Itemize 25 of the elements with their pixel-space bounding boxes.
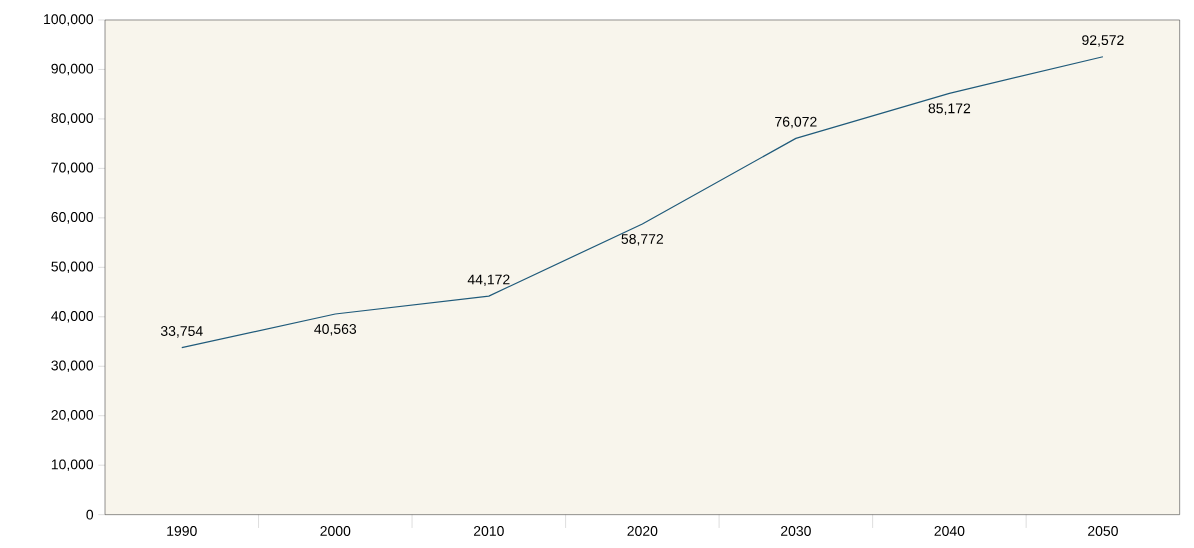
x-tick-label: 2050 xyxy=(1088,526,1118,536)
data-label: 92,572 xyxy=(1082,35,1124,47)
x-tick-label: 2040 xyxy=(934,526,965,536)
data-label: 76,072 xyxy=(775,116,817,129)
y-tick-label: 10,000 xyxy=(51,459,94,471)
data-label: 40,563 xyxy=(314,324,357,336)
y-tick-label: 90,000 xyxy=(51,63,94,76)
x-tick-label: 2000 xyxy=(320,526,351,536)
y-tick-label: 50,000 xyxy=(51,261,94,274)
y-tick-label: 30,000 xyxy=(51,360,94,373)
y-tick-label: 100,000 xyxy=(44,14,94,26)
x-tick-label: 2020 xyxy=(627,526,658,536)
data-label: 85,172 xyxy=(928,103,971,115)
x-tick-label: 2010 xyxy=(473,526,504,536)
y-tick-label: 80,000 xyxy=(51,113,94,125)
y-tick-label: 70,000 xyxy=(51,162,94,175)
x-tick-label: 2030 xyxy=(781,526,811,536)
x-tick-label: 1990 xyxy=(167,526,197,536)
y-tick-label: 0 xyxy=(86,509,94,520)
data-label: 44,172 xyxy=(467,274,510,287)
y-tick-label: 40,000 xyxy=(51,311,94,323)
y-tick-label: 60,000 xyxy=(51,212,94,224)
data-label: 58,772 xyxy=(621,233,664,246)
y-tick-label: 20,000 xyxy=(51,409,94,422)
data-label: 33,754 xyxy=(160,326,203,338)
